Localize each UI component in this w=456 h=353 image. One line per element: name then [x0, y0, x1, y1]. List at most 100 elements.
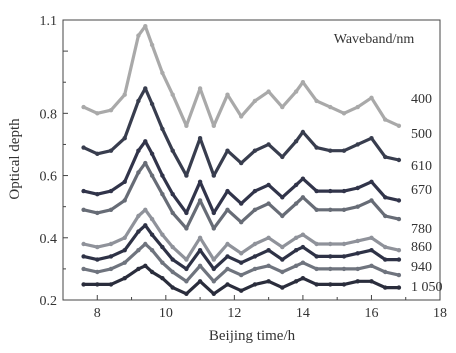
series-point-860-10: [197, 248, 203, 253]
series-point-1050-9: [184, 291, 189, 296]
series-point-940-14: [252, 266, 258, 272]
series-point-1050-23: [369, 279, 374, 284]
series-point-670-13: [239, 220, 244, 225]
series-point-1050-12: [225, 282, 230, 287]
series-point-400-6: [149, 42, 155, 48]
series-point-500-1: [95, 151, 100, 156]
series-point-500-9: [184, 173, 189, 178]
series-point-780-9: [184, 257, 189, 262]
x-tick-label-5: 18: [433, 306, 447, 321]
series-point-860-15: [266, 248, 271, 253]
series-point-780-8: [170, 244, 175, 250]
series-point-860-1: [95, 257, 100, 262]
series-point-610-2: [108, 188, 114, 194]
series-point-780-20: [328, 241, 333, 247]
series-point-400-16: [280, 104, 285, 110]
series-point-780-2: [108, 241, 114, 247]
series-point-670-18: [300, 195, 306, 200]
series-point-940-20: [328, 266, 333, 272]
series-point-610-12: [225, 188, 230, 194]
series-line-500: [81, 86, 401, 178]
series-point-670-9: [184, 226, 189, 231]
series-point-400-23: [369, 95, 374, 101]
x-tick-label-3: 14: [296, 306, 310, 321]
series-point-1050-17: [293, 279, 299, 284]
series-point-670-15: [266, 201, 271, 206]
series-point-940-18: [300, 260, 306, 265]
series-point-860-13: [239, 260, 244, 265]
series-point-670-1: [95, 210, 100, 216]
series-point-1050-3: [122, 276, 127, 281]
series-point-860-21: [341, 254, 347, 259]
series-label-1050: 1 050: [411, 280, 443, 295]
series-point-860-24: [383, 257, 388, 262]
series-point-500-11: [211, 173, 216, 178]
series-point-670-8: [170, 210, 175, 216]
series-point-940-22: [355, 266, 360, 272]
series-point-400-2: [108, 108, 114, 113]
series-point-500-12: [225, 148, 230, 153]
x-tick-label-4: 16: [364, 306, 378, 321]
series-point-860-25: [396, 257, 402, 262]
series-point-610-19: [314, 188, 319, 194]
series-point-940-25: [396, 272, 402, 278]
series-point-400-12: [225, 92, 230, 97]
series-point-780-3: [122, 235, 127, 240]
series-point-610-9: [184, 210, 189, 216]
series-point-940-9: [184, 279, 189, 284]
series-point-500-18: [300, 129, 306, 135]
series-point-400-7: [160, 70, 165, 76]
series-point-670-3: [122, 198, 127, 203]
series-point-1050-24: [383, 285, 388, 290]
series-point-400-5: [143, 24, 148, 29]
series-point-780-18: [300, 232, 306, 237]
series-point-400-10: [197, 86, 203, 91]
x-tick-label-0: 8: [94, 306, 101, 321]
series-point-670-20: [328, 207, 333, 212]
series-point-610-4: [136, 148, 141, 153]
series-point-1050-18: [300, 276, 306, 281]
series-point-500-25: [396, 157, 402, 163]
series-point-670-21: [341, 207, 347, 212]
series-point-860-17: [293, 248, 299, 253]
y-tick-label-0: 0.2: [40, 294, 58, 309]
series-label-400: 400: [411, 92, 432, 107]
series-point-1050-16: [280, 285, 285, 290]
series-point-400-25: [396, 123, 402, 128]
series-point-610-7: [160, 173, 165, 178]
series-point-670-0: [81, 207, 86, 212]
series-point-610-20: [328, 188, 333, 194]
series-point-940-24: [383, 269, 388, 275]
series-point-940-7: [160, 260, 165, 265]
series-point-860-0: [81, 254, 86, 259]
series-point-780-0: [81, 241, 86, 247]
series-point-940-15: [266, 263, 271, 268]
series-point-670-19: [314, 207, 319, 212]
series-point-1050-1: [95, 282, 100, 287]
series-point-500-22: [355, 142, 360, 147]
series-point-670-12: [225, 207, 230, 212]
series-point-610-21: [341, 188, 347, 194]
series-point-400-8: [170, 92, 175, 97]
series-point-500-21: [341, 148, 347, 153]
series-point-1050-22: [355, 279, 360, 284]
plot-frame: [62, 19, 441, 301]
series-point-500-8: [170, 148, 175, 153]
series-point-860-16: [280, 257, 285, 262]
series-point-860-4: [136, 229, 141, 234]
series-point-500-6: [149, 101, 155, 107]
series-point-780-16: [280, 244, 285, 250]
series-point-670-7: [160, 192, 165, 197]
y-tick-label-2: 0.6: [40, 170, 58, 185]
x-axis-title: Beijing time/h: [209, 328, 296, 344]
series-point-400-0: [81, 104, 86, 110]
series-label-780: 780: [411, 222, 432, 237]
series-point-940-11: [211, 279, 216, 284]
series-point-670-11: [211, 226, 216, 231]
series-point-500-4: [136, 98, 141, 104]
series-point-1050-20: [328, 282, 333, 287]
series-point-940-13: [239, 272, 244, 278]
series-point-1050-0: [81, 282, 86, 287]
series-point-610-14: [252, 188, 258, 194]
